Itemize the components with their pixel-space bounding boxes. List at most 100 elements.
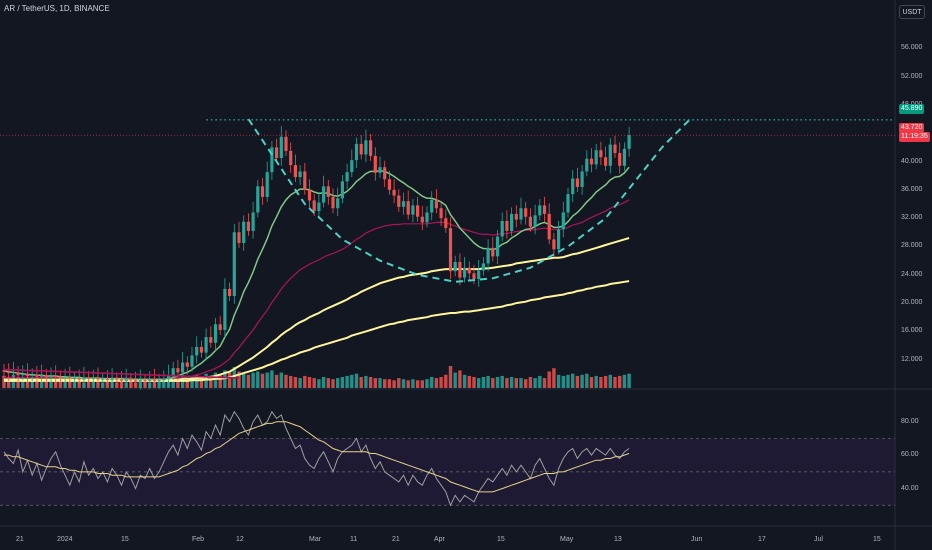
volume-bar <box>481 377 486 388</box>
price-tick-label: 40.000 <box>901 157 923 165</box>
candle <box>336 187 340 217</box>
volume-bar <box>603 375 608 388</box>
candle <box>124 368 128 386</box>
candle <box>542 196 547 222</box>
volume-bar <box>242 373 246 388</box>
cup-pattern-line <box>247 118 691 283</box>
candle <box>401 192 406 215</box>
candle <box>228 282 232 301</box>
volume-bar <box>345 375 349 388</box>
volume-bar <box>392 380 396 388</box>
volume-bar <box>589 377 594 388</box>
time-tick-label: 11 <box>350 536 358 543</box>
candlesticks[interactable] <box>2 126 631 390</box>
volume-bar <box>317 379 321 388</box>
candle <box>21 365 25 381</box>
cup-curve <box>247 118 691 283</box>
candle <box>270 141 274 180</box>
candle <box>223 278 227 338</box>
volume-bar <box>7 378 11 388</box>
volume-bar <box>585 373 589 388</box>
volume-bar <box>213 372 218 388</box>
volume-bar <box>354 373 359 388</box>
time-tick-label: 15 <box>497 536 505 543</box>
candle <box>40 364 44 382</box>
candle <box>411 199 415 223</box>
rsi-tick-label: 60.00 <box>901 451 919 459</box>
candle <box>561 201 565 238</box>
volume-bar <box>39 381 44 388</box>
volume-bar <box>227 372 232 388</box>
volume-bar <box>199 377 204 388</box>
volume-bar <box>509 377 514 388</box>
candle <box>275 138 279 163</box>
candle <box>467 261 471 282</box>
volume-bar <box>538 375 542 388</box>
currency-unit-button[interactable]: USDT <box>899 5 925 19</box>
volume-bar <box>571 373 575 388</box>
candle <box>608 138 612 174</box>
volume-bar <box>618 375 622 388</box>
countdown-tag: 11:19:35 <box>899 132 930 142</box>
volume-bar <box>223 370 227 388</box>
resistance-line <box>0 119 895 379</box>
volume-bar <box>270 370 274 388</box>
volume-bar <box>477 378 481 388</box>
candle <box>307 179 312 209</box>
time-tick-label: 21 <box>392 536 400 543</box>
candle <box>101 372 105 388</box>
candle <box>557 220 561 255</box>
time-tick-label: 15 <box>121 536 129 543</box>
candle <box>213 317 218 351</box>
candle <box>284 130 288 156</box>
rsi-ma-line <box>4 421 630 493</box>
candle <box>434 189 438 214</box>
candle <box>176 359 180 381</box>
volume-bar <box>467 375 471 388</box>
candle <box>594 143 598 170</box>
volume-bar <box>115 382 119 388</box>
candle <box>383 160 387 188</box>
candle <box>378 156 382 178</box>
candle <box>110 368 114 388</box>
candle <box>129 373 133 388</box>
candle <box>500 212 504 242</box>
candle <box>430 191 434 221</box>
candle <box>613 136 617 158</box>
volume-bar <box>495 377 500 388</box>
candle <box>246 213 250 236</box>
candle <box>138 369 142 390</box>
volume-bar <box>312 378 316 388</box>
volume-bar <box>350 374 354 388</box>
candle <box>204 328 208 361</box>
volume-bar <box>533 378 537 388</box>
time-tick-label: Feb <box>192 536 205 543</box>
volume-bar <box>444 374 448 388</box>
volume-bar <box>397 378 401 388</box>
rsi-pane <box>3 410 630 507</box>
candle <box>326 179 330 205</box>
candle <box>256 179 260 218</box>
candle <box>566 187 570 218</box>
volume-bar <box>303 375 307 388</box>
candle <box>96 367 100 385</box>
volume-bar <box>575 375 580 388</box>
candle <box>152 368 156 386</box>
candle <box>209 326 213 348</box>
volume-bar <box>368 377 373 388</box>
moving-averages <box>3 166 630 382</box>
candle <box>289 142 293 173</box>
symbol-title[interactable]: AR / TetherUS, 1D, BINANCE <box>4 4 110 13</box>
time-tick-label: Apr <box>434 536 445 543</box>
time-tick-label: 21 <box>16 536 24 543</box>
volume-bar <box>434 378 439 388</box>
candle <box>524 201 528 225</box>
volume-bar <box>514 378 518 388</box>
price-tick-label: 12.000 <box>901 355 923 363</box>
candle <box>505 210 509 239</box>
candle <box>481 257 485 276</box>
candle <box>157 373 161 389</box>
candle <box>495 230 500 265</box>
downtrend-line <box>3 368 240 379</box>
